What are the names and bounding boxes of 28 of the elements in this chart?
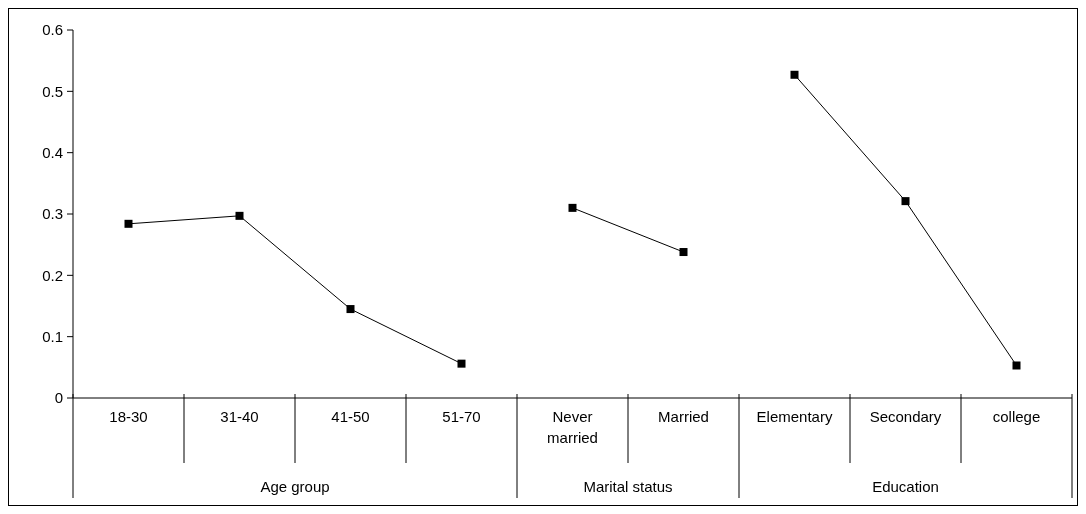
point	[1012, 361, 1021, 370]
text: Marital status	[583, 478, 673, 495]
x-tick-label: college	[992, 408, 1041, 425]
point	[235, 211, 244, 220]
point	[568, 203, 577, 212]
y-tick-label: 0.1	[42, 327, 63, 345]
y-tick-label: 0.2	[42, 266, 63, 284]
x-tick-label: 51-70	[442, 408, 481, 425]
point	[457, 359, 466, 368]
point	[346, 305, 355, 314]
x-tick-label: Secondary	[869, 408, 942, 425]
point	[901, 197, 910, 206]
point	[679, 248, 688, 257]
x-tick-label: 41-50	[331, 408, 370, 425]
x-tick-label: Never married	[547, 408, 598, 446]
y-tick-label: 0.5	[42, 82, 63, 100]
y-tick-label: 0	[54, 389, 63, 407]
point	[124, 219, 133, 228]
y-tick-label: 0.4	[42, 143, 63, 161]
text: Education	[872, 478, 939, 495]
point	[790, 70, 799, 79]
text: Age group	[260, 478, 330, 495]
y-tick-label: 0.3	[42, 205, 63, 223]
x-tick-label: 31-40	[220, 408, 259, 425]
x-tick-label: Elementary	[756, 408, 833, 425]
x-tick-label: Married	[658, 408, 709, 425]
x-tick-label: 18-30	[109, 408, 148, 425]
y-tick-label: 0.6	[42, 21, 63, 39]
